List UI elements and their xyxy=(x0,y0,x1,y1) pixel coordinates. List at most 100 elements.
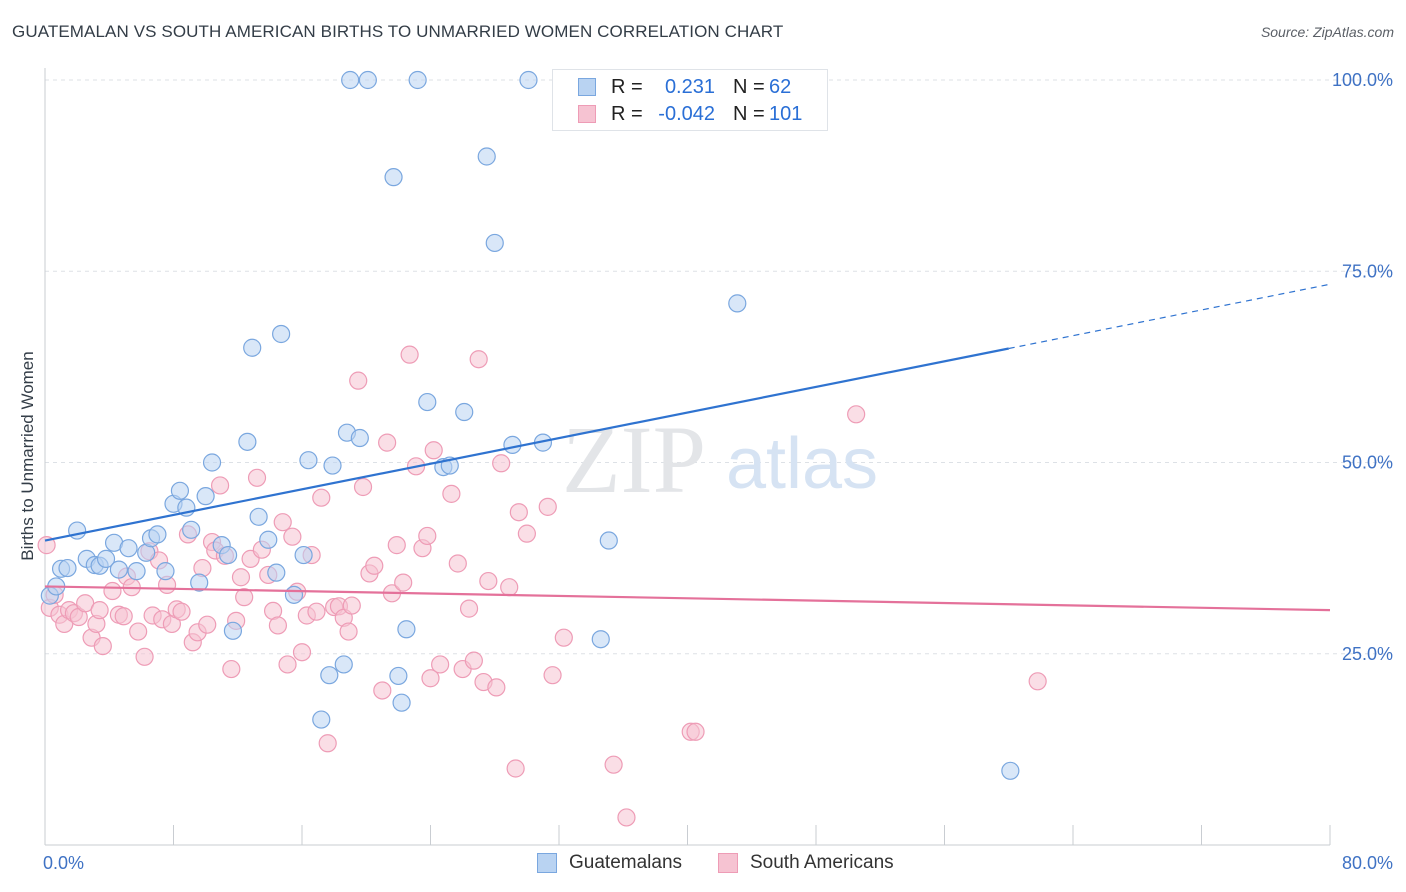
point-south-americans xyxy=(93,636,112,656)
point-south-americans xyxy=(318,734,337,753)
point-guatemalans xyxy=(312,710,331,729)
point-guatemalans xyxy=(96,549,116,568)
point-guatemalans xyxy=(119,539,138,558)
point-south-americans xyxy=(222,659,241,679)
y-axis-label: Births to Unmarried Women xyxy=(18,351,37,560)
point-guatemalans xyxy=(591,630,610,649)
point-south-americans xyxy=(448,554,467,573)
point-south-americans xyxy=(442,484,461,503)
watermark-zip: ZIP xyxy=(562,406,706,513)
point-south-americans xyxy=(394,573,413,592)
point-guatemalans xyxy=(519,70,538,90)
point-south-americans xyxy=(90,601,109,620)
point-guatemalans xyxy=(408,70,427,90)
point-south-americans xyxy=(479,571,498,591)
trend-line-guatemalans xyxy=(44,347,1009,542)
point-south-americans xyxy=(464,651,483,670)
point-guatemalans xyxy=(334,655,353,674)
point-guatemalans xyxy=(238,432,257,451)
legend-n-label: N = xyxy=(733,76,765,98)
trend-lines xyxy=(44,283,1331,612)
series-guatemalans xyxy=(40,70,1020,780)
point-south-americans xyxy=(103,581,122,601)
point-south-americans xyxy=(292,643,312,662)
y-tick-label: 25.0% xyxy=(1342,644,1393,664)
point-guatemalans xyxy=(503,435,522,455)
point-south-americans xyxy=(172,602,191,621)
point-guatemalans xyxy=(202,453,222,472)
point-south-americans xyxy=(400,345,419,364)
y-tick-label: 75.0% xyxy=(1342,261,1393,281)
point-south-americans xyxy=(554,628,573,647)
point-guatemalans xyxy=(320,666,339,685)
watermark: ZIP atlas xyxy=(562,406,878,513)
point-guatemalans xyxy=(455,402,474,422)
legend-row-south-americans: R = -0.042 N = 101 xyxy=(553,101,827,127)
point-south-americans xyxy=(342,596,361,615)
point-south-americans xyxy=(76,594,95,613)
point-south-americans xyxy=(487,678,506,697)
point-guatemalans xyxy=(272,324,291,344)
point-south-americans xyxy=(617,808,636,827)
point-guatemalans xyxy=(68,521,87,540)
point-guatemalans xyxy=(397,620,416,639)
point-guatemalans xyxy=(728,294,747,313)
point-south-americans xyxy=(543,666,562,685)
point-guatemalans xyxy=(350,428,369,448)
legend-r-label: R = xyxy=(611,76,643,98)
point-south-americans xyxy=(459,599,479,618)
legend-r-label: R = xyxy=(611,103,643,125)
point-guatemalans xyxy=(219,545,238,565)
legend-n-value: 62 xyxy=(769,76,792,98)
point-south-americans xyxy=(353,477,373,497)
bottom-legend-label: South Americans xyxy=(750,852,894,873)
point-south-americans xyxy=(339,622,358,641)
point-south-americans xyxy=(210,476,230,495)
source-label: Source: ZipAtlas.com xyxy=(1260,24,1394,40)
bottom-legend-swatch-blue xyxy=(537,853,557,873)
point-south-americans xyxy=(500,578,519,597)
point-south-americans xyxy=(268,616,288,635)
point-guatemalans xyxy=(127,562,146,581)
point-south-americans xyxy=(604,755,623,774)
grid-lines xyxy=(45,79,1392,655)
point-south-americans xyxy=(198,615,217,634)
point-guatemalans xyxy=(284,585,304,604)
point-guatemalans xyxy=(294,545,313,565)
point-south-americans xyxy=(273,513,292,532)
point-south-americans xyxy=(424,441,443,460)
point-guatemalans xyxy=(477,147,496,166)
point-south-americans xyxy=(278,655,297,674)
point-south-americans xyxy=(37,536,56,555)
y-tick-label: 50.0% xyxy=(1342,453,1393,473)
point-south-americans xyxy=(421,669,440,688)
point-guatemalans xyxy=(299,451,318,470)
point-guatemalans xyxy=(267,563,286,582)
point-south-americans xyxy=(312,488,331,507)
point-south-americans xyxy=(686,722,705,741)
point-guatemalans xyxy=(170,481,190,500)
point-south-americans xyxy=(517,524,536,543)
point-guatemalans xyxy=(259,530,278,549)
point-south-americans xyxy=(114,607,133,626)
point-guatemalans xyxy=(341,70,360,90)
point-south-americans xyxy=(373,681,392,700)
point-south-americans xyxy=(431,655,450,674)
trend-line-guatemalans-extension xyxy=(1008,283,1331,350)
point-guatemalans xyxy=(243,338,262,357)
legend-r-value: -0.042 xyxy=(658,103,715,125)
point-guatemalans xyxy=(190,573,209,592)
axes xyxy=(44,68,1331,846)
legend-n-value: 101 xyxy=(769,103,803,125)
point-guatemalans xyxy=(358,70,377,90)
bottom-legend-swatch-pink xyxy=(718,853,738,873)
point-guatemalans xyxy=(389,666,408,686)
point-guatemalans xyxy=(196,487,215,506)
point-guatemalans xyxy=(323,456,342,475)
point-south-americans xyxy=(349,371,368,390)
point-south-americans xyxy=(387,536,406,555)
legend-swatch-pink xyxy=(578,105,596,123)
point-south-americans xyxy=(129,622,148,641)
legend-swatch-blue xyxy=(578,78,596,96)
point-south-americans xyxy=(365,556,384,575)
